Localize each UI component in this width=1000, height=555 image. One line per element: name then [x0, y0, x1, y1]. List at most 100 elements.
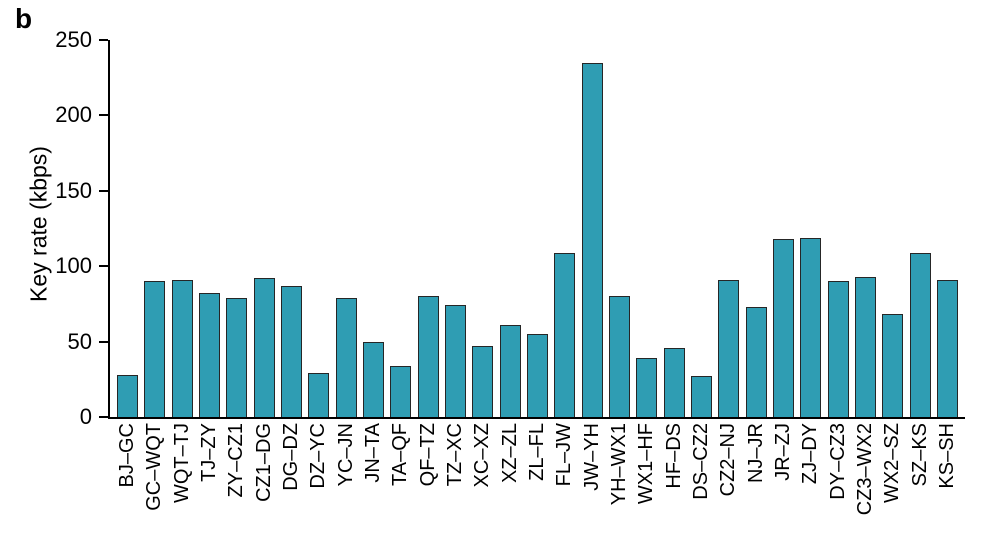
- x-tick-label-slot: HF–DS: [662, 423, 685, 515]
- bars-container: [110, 40, 965, 417]
- bar-JR–ZJ: [772, 239, 794, 417]
- x-tick-label-slot: WQT–TJ: [170, 423, 193, 515]
- x-tick-label: JR–ZJ: [771, 423, 794, 481]
- bar-ZJ–DY: [800, 237, 822, 417]
- y-tick-label: 200: [55, 102, 92, 128]
- y-tick-label: 100: [55, 253, 92, 279]
- x-tick-label: XC–XZ: [471, 423, 494, 488]
- bar-TJ–ZY: [198, 293, 220, 417]
- bar-TZ–XC: [444, 305, 466, 417]
- x-tick-label: YC–JN: [334, 423, 357, 487]
- panel-label: b: [15, 3, 33, 34]
- bar-SZ–KS: [909, 252, 931, 417]
- x-tick-label: KS–SH: [935, 423, 958, 489]
- y-tick-label: 0: [79, 404, 92, 429]
- y-tick-mark: [99, 189, 108, 192]
- x-tick-label: FL–JW: [553, 423, 576, 487]
- x-axis-labels: BJ–GC GC–WQT WQT–TJ TJ–ZY ZY–CZ1 CZ1–DG DG–DZ D…: [110, 423, 965, 515]
- plot-area: 0 50 100 150 200 250: [55, 27, 965, 429]
- y-tick-mark: [99, 114, 108, 117]
- x-tick-label-slot: WX2–SZ: [881, 423, 904, 515]
- bar-KS–SH: [936, 279, 958, 417]
- x-tick-label: DG–DZ: [279, 423, 302, 491]
- x-tick-label: QF–TZ: [416, 423, 439, 487]
- x-tick-label-slot: QF–TZ: [416, 423, 439, 515]
- bar-XZ–ZL: [499, 325, 521, 417]
- x-tick-label: NJ–JR: [744, 423, 767, 484]
- x-tick-label-slot: DZ–YC: [307, 423, 330, 515]
- x-tick-label-slot: ZJ–DY: [799, 423, 822, 515]
- bar-ZL–FL: [526, 334, 548, 417]
- bar-DZ–YC: [308, 373, 330, 417]
- x-tick-label-slot: BJ–GC: [116, 423, 138, 515]
- x-tick-label-slot: FL–JW: [553, 423, 576, 515]
- x-tick-label-slot: CZ1–DG: [252, 423, 275, 515]
- bar-WQT–TJ: [171, 279, 193, 417]
- x-tick-label-slot: ZY–CZ1: [225, 423, 248, 515]
- x-tick-label-slot: WX1–HF: [635, 423, 657, 515]
- x-tick-label: CZ1–DG: [252, 423, 275, 502]
- bar-NJ–JR: [745, 306, 767, 417]
- bar-TA–QF: [390, 365, 412, 417]
- x-tick-label: DY–CZ3: [826, 423, 849, 500]
- y-tick-label: 150: [55, 177, 92, 203]
- x-tick-label: TJ–ZY: [197, 423, 220, 482]
- x-tick-label-slot: TJ–ZY: [197, 423, 220, 515]
- bar-WX2–SZ: [882, 314, 904, 417]
- x-tick-label: YH–WX1: [607, 423, 630, 506]
- y-tick-label: 50: [67, 328, 92, 354]
- x-tick-label-slot: XC–XZ: [471, 423, 494, 515]
- y-tick-mark: [99, 39, 108, 41]
- bar-QF–TZ: [417, 296, 439, 417]
- x-tick-label-slot: TZ–XC: [444, 423, 466, 515]
- x-tick-label-slot: DS–CZ2: [689, 423, 712, 515]
- y-tick-label: 250: [55, 27, 92, 52]
- bar-CZ2–NJ: [718, 279, 740, 417]
- bar-BJ–GC: [117, 374, 138, 417]
- x-tick-label-slot: YC–JN: [334, 423, 357, 515]
- x-tick-label: CZ3–WX2: [853, 423, 876, 516]
- bar-WX1–HF: [636, 358, 658, 417]
- bar-GC–WQT: [144, 281, 166, 417]
- bar-YH–WX1: [608, 296, 630, 417]
- x-tick-label-slot: CZ2–NJ: [717, 423, 739, 515]
- bar-FL–JW: [554, 252, 576, 417]
- x-tick-label-slot: DG–DZ: [279, 423, 302, 515]
- x-tick-label: ZL–FL: [525, 423, 548, 481]
- y-tick-mark: [99, 340, 108, 343]
- x-tick-label: XZ–ZL: [498, 423, 521, 484]
- bar-XC–XZ: [472, 346, 494, 417]
- x-tick-label-slot: TA–QF: [389, 423, 412, 515]
- x-tick-label: TA–QF: [389, 423, 412, 486]
- x-tick-label-slot: XZ–ZL: [498, 423, 521, 515]
- x-tick-label: WX2–SZ: [881, 423, 904, 504]
- bar-CZ1–DG: [253, 278, 275, 417]
- x-tick-label-slot: GC–WQT: [143, 423, 166, 515]
- x-tick-label-slot: KS–SH: [935, 423, 958, 515]
- bar-ZY–CZ1: [226, 297, 248, 417]
- bar-DY–CZ3: [827, 281, 849, 417]
- x-tick-label: ZY–CZ1: [225, 423, 248, 498]
- x-tick-label-slot: CZ3–WX2: [853, 423, 876, 516]
- x-tick-label: SZ–KS: [908, 423, 931, 487]
- x-tick-label: WQT–TJ: [170, 423, 193, 503]
- x-tick-label: JN–TA: [361, 423, 384, 483]
- x-tick-label: HF–DS: [662, 423, 685, 489]
- x-tick-label-slot: DY–CZ3: [826, 423, 849, 515]
- bar-DG–DZ: [280, 285, 302, 417]
- x-tick-label-slot: ZL–FL: [525, 423, 548, 515]
- bar-HF–DS: [663, 347, 685, 417]
- x-tick-label: GC–WQT: [143, 423, 166, 511]
- bar-DS–CZ2: [690, 376, 712, 417]
- x-tick-label-slot: SZ–KS: [908, 423, 931, 515]
- bar-YC–JN: [335, 297, 357, 417]
- x-tick-label: DZ–YC: [307, 423, 330, 489]
- x-tick-label: ZJ–DY: [799, 423, 822, 485]
- y-tick-mark: [99, 416, 108, 418]
- bar-JN–TA: [362, 341, 384, 417]
- x-tick-label-slot: YH–WX1: [607, 423, 630, 515]
- x-tick-label-slot: JW–YH: [581, 423, 603, 515]
- x-tick-label: DS–CZ2: [689, 423, 712, 500]
- bar-JW–YH: [581, 62, 603, 417]
